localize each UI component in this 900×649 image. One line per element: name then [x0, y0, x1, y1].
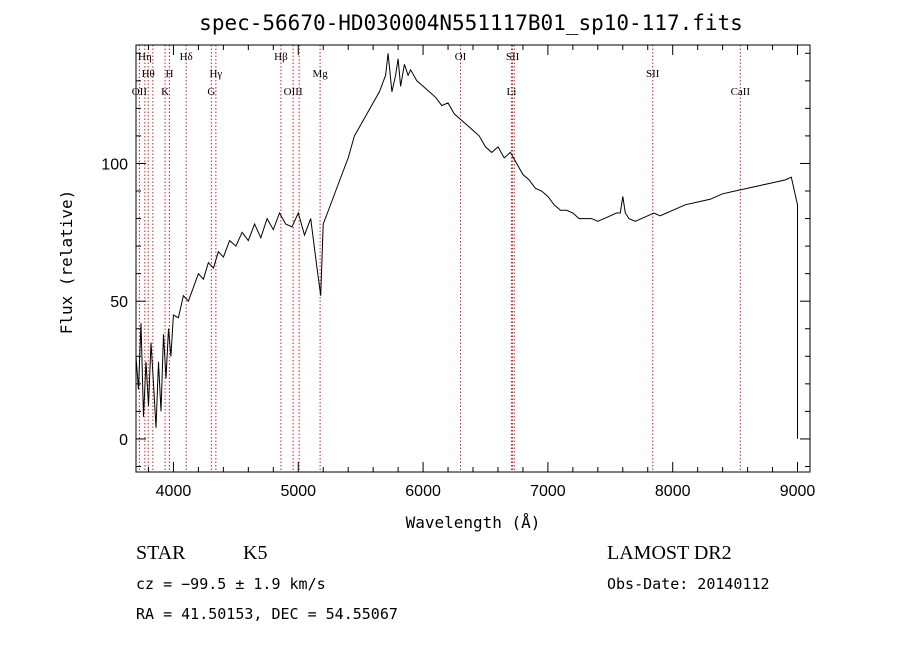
line-marker-label: OIII: [284, 86, 303, 98]
object-subclass: K5: [243, 542, 267, 564]
line-marker-label: SII: [506, 51, 520, 63]
coordinates: RA = 41.50153, DEC = 54.55067: [136, 605, 398, 623]
y-axis-ticks: 0 50 100: [101, 52, 810, 467]
y-tick-label: 50: [110, 294, 128, 311]
line-marker-label: K: [161, 86, 169, 98]
x-axis-ticks: 4000 5000 6000 7000 8000 9000: [147, 45, 816, 500]
y-axis-label: Flux (relative): [57, 190, 76, 335]
x-tick-label: 6000: [405, 483, 441, 500]
line-marker-label: H: [165, 68, 173, 80]
x-axis-label: Wavelength (Å): [406, 513, 541, 532]
line-marker-label: Hδ: [180, 51, 193, 63]
line-marker-label: Hη: [138, 51, 152, 63]
line-marker-label: OI: [455, 51, 467, 63]
x-tick-label: 4000: [156, 483, 192, 500]
spectral-line-markers: [138, 45, 741, 472]
redshift-value: cz = −99.5 ± 1.9 km/s: [136, 575, 326, 593]
line-marker-label: SII: [646, 68, 660, 80]
chart-title: spec-56670-HD030004N551117B01_sp10-117.f…: [199, 11, 743, 35]
x-tick-label: 9000: [780, 483, 816, 500]
line-marker-label: Mg: [312, 68, 328, 80]
x-tick-label: 7000: [530, 483, 566, 500]
line-marker-label: Hγ: [209, 68, 222, 80]
spectrum-line: [135, 53, 798, 439]
x-tick-label: 8000: [655, 483, 691, 500]
line-marker-label: Hβ: [274, 51, 288, 63]
spectral-line-labels: OII Hη Hθ KH Hδ G Hγ Hβ OIII Mg OI Li SII SII CaII: [132, 51, 751, 98]
line-marker-label: Li: [507, 86, 517, 98]
object-class: STAR: [136, 542, 186, 564]
plot-frame: [135, 44, 811, 473]
line-marker-label: Hθ: [142, 68, 155, 80]
line-marker-label: CaII: [731, 86, 751, 98]
y-tick-label: 0: [119, 432, 128, 449]
observation-date: Obs-Date: 20140112: [607, 575, 770, 593]
survey-name: LAMOST DR2: [607, 542, 732, 564]
x-tick-label: 5000: [280, 483, 316, 500]
y-tick-label: 100: [101, 156, 128, 173]
line-marker-label: OII: [132, 86, 148, 98]
line-marker-label: G: [207, 86, 215, 98]
